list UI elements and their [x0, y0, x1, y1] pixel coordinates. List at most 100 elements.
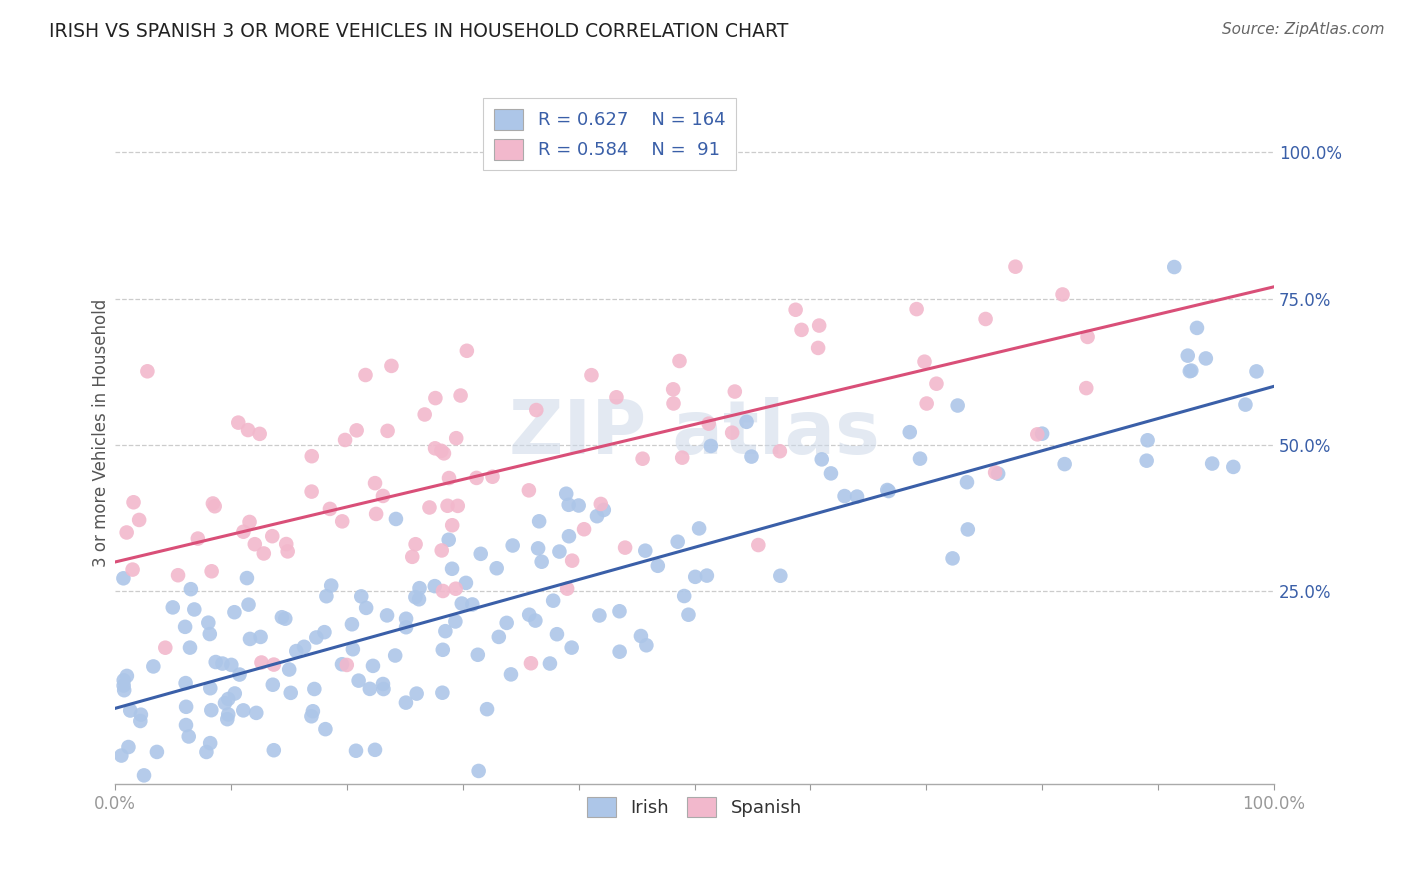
Point: [548, 544, 571, 558]
Point: [876, 483, 898, 497]
Point: [236, 571, 259, 585]
Point: [418, 500, 440, 515]
Point: [495, 615, 517, 630]
Point: [671, 450, 693, 465]
Point: [262, 529, 284, 543]
Text: IRISH VS SPANISH 3 OR MORE VEHICLES IN HOUSEHOLD CORRELATION CHART: IRISH VS SPANISH 3 OR MORE VEHICLES IN H…: [49, 22, 789, 41]
Point: [527, 514, 550, 528]
Point: [430, 443, 453, 458]
Point: [384, 648, 406, 663]
Point: [263, 657, 285, 672]
Point: [263, 743, 285, 757]
Point: [174, 699, 197, 714]
Point: [217, 712, 239, 726]
Point: [846, 490, 869, 504]
Point: [174, 620, 197, 634]
Point: [226, 416, 249, 430]
Point: [1026, 427, 1049, 442]
Point: [249, 426, 271, 441]
Point: [1178, 364, 1201, 378]
Point: [129, 707, 152, 722]
Point: [347, 673, 370, 688]
Point: [408, 592, 430, 607]
Point: [314, 625, 336, 640]
Point: [319, 502, 342, 516]
Point: [228, 667, 250, 681]
Point: [942, 551, 965, 566]
Point: [200, 703, 222, 717]
Point: [1185, 321, 1208, 335]
Point: [117, 739, 139, 754]
Point: [915, 396, 938, 410]
Point: [432, 642, 454, 657]
Point: [605, 390, 627, 404]
Point: [592, 503, 614, 517]
Point: [1031, 426, 1053, 441]
Point: [245, 706, 267, 720]
Point: [371, 677, 394, 691]
Point: [174, 718, 197, 732]
Point: [146, 745, 169, 759]
Point: [517, 483, 540, 498]
Point: [249, 630, 271, 644]
Point: [769, 568, 792, 582]
Point: [432, 686, 454, 700]
Point: [481, 469, 503, 483]
Point: [688, 521, 710, 535]
Point: [1052, 287, 1074, 301]
Point: [558, 529, 581, 543]
Point: [914, 354, 936, 368]
Point: [538, 657, 561, 671]
Point: [413, 408, 436, 422]
Point: [262, 678, 284, 692]
Point: [128, 513, 150, 527]
Point: [224, 686, 246, 700]
Point: [167, 568, 190, 582]
Point: [444, 615, 467, 629]
Point: [364, 743, 387, 757]
Point: [502, 539, 524, 553]
Point: [155, 640, 177, 655]
Point: [820, 467, 842, 481]
Point: [404, 590, 426, 604]
Point: [354, 600, 377, 615]
Point: [377, 424, 399, 438]
Point: [385, 512, 408, 526]
Point: [425, 391, 447, 405]
Point: [224, 605, 246, 619]
Point: [250, 656, 273, 670]
Point: [174, 676, 197, 690]
Point: [517, 607, 540, 622]
Point: [354, 368, 377, 382]
Point: [304, 681, 326, 696]
Point: [115, 525, 138, 540]
Point: [485, 561, 508, 575]
Point: [201, 564, 224, 578]
Point: [454, 575, 477, 590]
Point: [232, 703, 254, 717]
Point: [696, 568, 718, 582]
Point: [112, 673, 135, 688]
Point: [221, 657, 243, 672]
Point: [395, 612, 418, 626]
Point: [437, 533, 460, 547]
Point: [444, 582, 467, 596]
Point: [432, 584, 454, 599]
Point: [187, 532, 209, 546]
Point: [344, 744, 367, 758]
Point: [925, 376, 948, 391]
Point: [238, 515, 260, 529]
Point: [441, 518, 464, 533]
Point: [520, 657, 543, 671]
Point: [581, 368, 603, 383]
Point: [430, 543, 453, 558]
Point: [634, 543, 657, 558]
Point: [769, 444, 792, 458]
Point: [395, 620, 418, 634]
Point: [242, 828, 264, 842]
Point: [364, 476, 387, 491]
Point: [1053, 457, 1076, 471]
Point: [177, 730, 200, 744]
Point: [195, 745, 218, 759]
Point: [423, 579, 446, 593]
